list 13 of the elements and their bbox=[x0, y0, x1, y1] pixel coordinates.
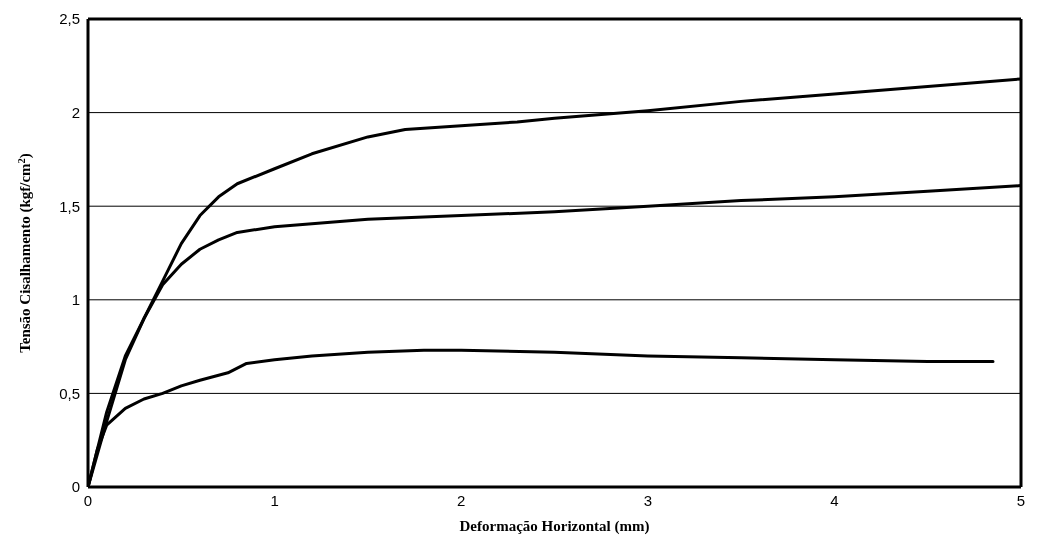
x-tick-label: 0 bbox=[83, 491, 93, 509]
y-tick-label: 2 bbox=[71, 103, 80, 121]
y-tick-label: 2,5 bbox=[59, 10, 80, 28]
y-tick-label: 1,5 bbox=[59, 197, 80, 215]
y-tick-label: 0 bbox=[71, 478, 80, 496]
x-tick-label: 1 bbox=[270, 491, 279, 509]
x-tick-label: 3 bbox=[643, 491, 652, 509]
x-tick-label: 5 bbox=[1016, 491, 1026, 509]
x-tick-label: 2 bbox=[457, 491, 466, 509]
y-tick-label: 1 bbox=[71, 291, 80, 309]
x-axis-title: Deformação Horizontal (mm) bbox=[459, 518, 650, 535]
x-tick-label: 4 bbox=[830, 491, 839, 509]
y-tick-label: 0,5 bbox=[59, 384, 80, 402]
